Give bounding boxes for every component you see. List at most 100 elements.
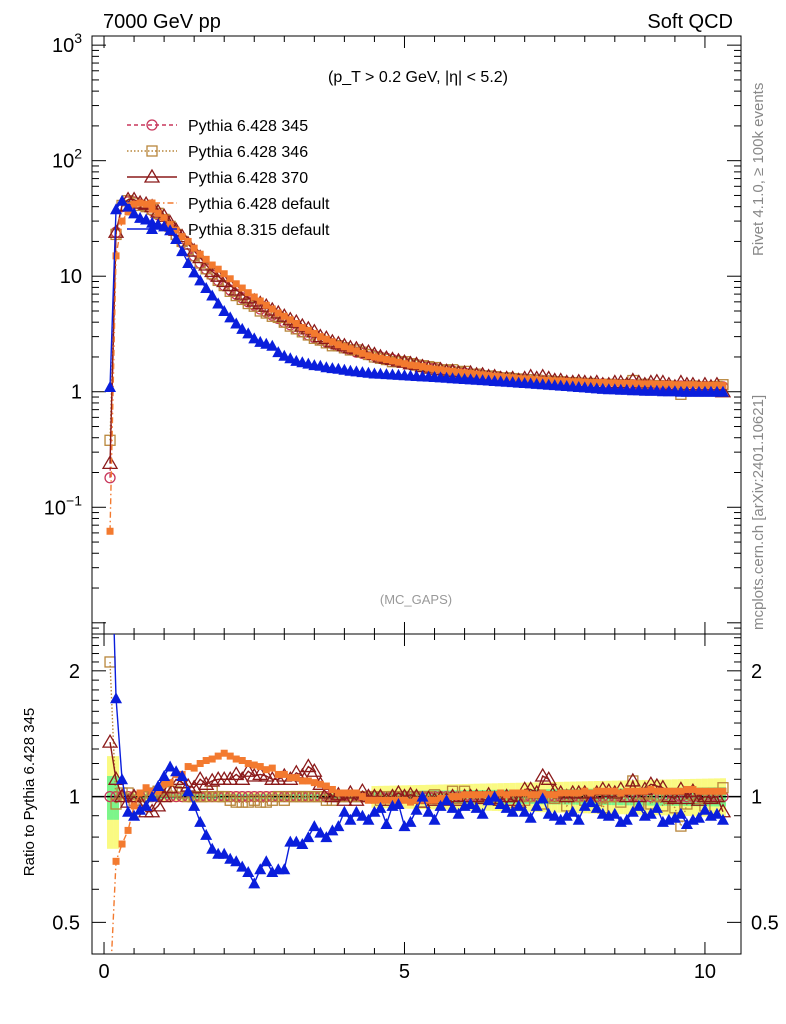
data-point xyxy=(128,207,141,219)
data-point xyxy=(364,352,372,360)
ratio-point xyxy=(605,787,613,795)
ratio-point xyxy=(296,838,309,850)
ratio-point xyxy=(124,826,132,834)
data-point xyxy=(106,527,114,535)
ratio-point xyxy=(506,805,519,817)
ratio-point xyxy=(428,813,441,825)
ratio-point xyxy=(653,787,661,795)
ratio-point xyxy=(260,796,272,808)
ratio-point xyxy=(540,771,557,785)
ratio-point xyxy=(674,807,687,819)
series-pythia-6-428-345 xyxy=(104,196,729,484)
main-series-layer xyxy=(101,191,732,535)
data-point xyxy=(188,266,201,278)
ratio-point xyxy=(104,790,116,803)
legend-marker xyxy=(143,168,161,183)
ratio-point xyxy=(142,784,150,792)
data-point xyxy=(695,381,703,389)
ratio-point xyxy=(328,785,336,793)
ratio-point xyxy=(482,794,495,806)
data-point xyxy=(104,472,116,484)
ratio-point xyxy=(268,764,276,772)
ratio-point xyxy=(683,785,691,793)
ratio-point xyxy=(314,790,327,803)
ratio-point xyxy=(548,809,561,821)
ratio-point xyxy=(238,757,246,765)
data-point xyxy=(413,362,420,370)
ratio-point xyxy=(467,791,475,799)
ratio-point xyxy=(581,787,589,795)
main-y-tick-label: 102 xyxy=(52,146,82,173)
ratio-point xyxy=(593,787,601,795)
ratio-point xyxy=(534,767,551,782)
ratio-point xyxy=(190,764,198,772)
data-point xyxy=(107,223,125,238)
ratio-point xyxy=(200,828,213,840)
ratio-point xyxy=(629,787,637,795)
ratio-point xyxy=(278,863,291,875)
header-left-label: 7000 GeV pp xyxy=(103,11,221,33)
data-point xyxy=(683,381,691,389)
ratio-point xyxy=(176,770,189,782)
ratio-point xyxy=(122,787,134,799)
rivet-version-label: Rivet 4.1.0, ≥ 100k events xyxy=(750,83,767,256)
data-point xyxy=(212,297,225,309)
data-point xyxy=(419,363,427,371)
ratio-point xyxy=(248,794,260,806)
data-point xyxy=(635,380,643,388)
ratio-point xyxy=(192,771,209,785)
ratio-point xyxy=(226,752,234,760)
ratio-point xyxy=(118,840,126,848)
ratio-point xyxy=(218,790,230,803)
ratio-point xyxy=(566,805,579,817)
ratio-point xyxy=(599,787,607,795)
ratio-point xyxy=(244,760,252,768)
ratio-point xyxy=(608,807,621,819)
ratio-point xyxy=(635,787,643,795)
ratio-point xyxy=(476,807,489,819)
ratio-point xyxy=(624,772,641,787)
data-point xyxy=(382,356,390,364)
data-point xyxy=(665,380,673,388)
x-tick-label: 5 xyxy=(399,961,410,983)
data-point xyxy=(647,380,655,388)
ratio-point xyxy=(518,805,531,817)
ratio-point xyxy=(230,796,242,808)
legend-label: Pythia 6.428 370 xyxy=(188,170,308,187)
ratio-point xyxy=(452,807,465,819)
data-point xyxy=(298,323,306,331)
data-point xyxy=(461,369,469,377)
ratio-y-tick-label: 2 xyxy=(69,661,80,683)
ratio-point xyxy=(298,777,306,785)
data-point xyxy=(148,205,156,213)
ratio-point xyxy=(316,780,324,788)
ratio-point xyxy=(689,785,697,793)
ratio-point xyxy=(254,796,266,808)
data-point xyxy=(340,343,348,351)
data-point xyxy=(244,289,252,297)
data-point xyxy=(310,329,318,337)
mcplots-label: mcplots.cern.ch [arXiv:2401.10621] xyxy=(750,395,767,630)
data-point xyxy=(230,317,243,329)
ratio-point xyxy=(284,790,296,803)
ratio-point xyxy=(521,789,529,797)
data-point xyxy=(116,194,129,206)
ratio-point xyxy=(218,847,231,859)
data-point xyxy=(136,199,144,207)
ratio-point xyxy=(154,787,162,795)
ratio-point xyxy=(362,813,375,825)
ratio-point xyxy=(527,791,535,799)
ratio-point xyxy=(352,789,360,797)
data-point xyxy=(659,380,667,388)
data-point xyxy=(104,380,117,392)
ratio-point xyxy=(184,763,192,771)
data-point xyxy=(224,311,237,323)
ratio-point xyxy=(236,796,248,808)
ratio-point xyxy=(370,796,378,804)
ratio-point xyxy=(149,797,167,812)
ratio-point xyxy=(422,805,435,817)
ratio-point xyxy=(692,811,705,823)
data-point xyxy=(352,347,360,355)
data-point xyxy=(268,305,276,313)
ratio-point xyxy=(494,798,507,810)
